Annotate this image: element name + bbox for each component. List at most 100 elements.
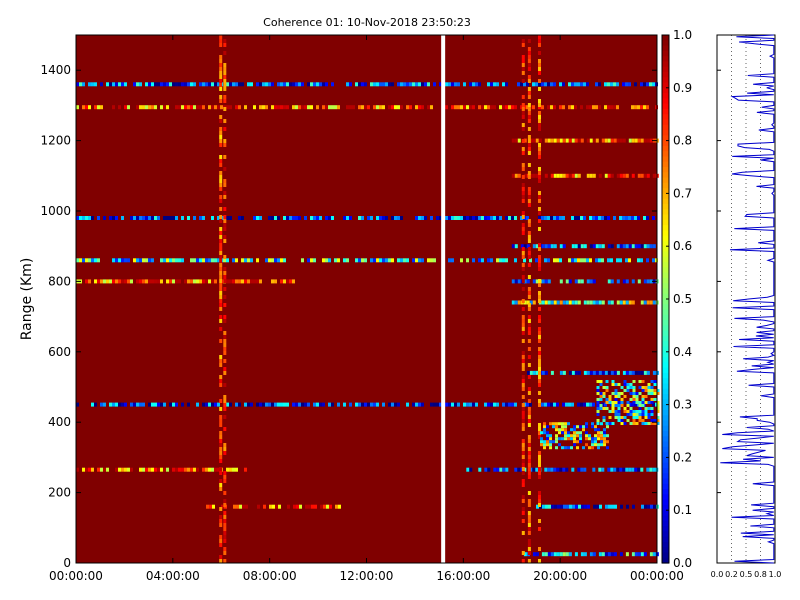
heatmap-cell [521, 375, 525, 379]
heatmap-cell [594, 425, 597, 429]
heatmap-cell [223, 223, 227, 227]
heatmap-cell [521, 183, 525, 187]
heatmap-cell [241, 258, 244, 263]
heatmap-cell [259, 105, 262, 110]
heatmap-cell [505, 467, 509, 472]
heatmap-cell [124, 402, 127, 407]
heatmap-cell [634, 467, 638, 472]
heatmap-cell [538, 43, 541, 47]
heatmap-cell [226, 258, 229, 263]
heatmap-cell [304, 402, 307, 407]
heatmap-cell [334, 258, 337, 263]
heatmap-cell [538, 59, 541, 63]
heatmap-cell [232, 258, 235, 263]
heatmap-cell [373, 402, 376, 407]
heatmap-cell [214, 467, 217, 472]
heatmap-cell [382, 402, 385, 407]
heatmap-cell [496, 402, 499, 407]
heatmap-cell [606, 440, 609, 444]
heatmap-cell [556, 258, 559, 263]
heatmap-cell [268, 258, 271, 263]
heatmap-cell [625, 552, 629, 557]
colorbar-segment [662, 325, 669, 332]
heatmap-cell [631, 244, 635, 249]
heatmap-cell [538, 355, 541, 359]
heatmap-cell [219, 243, 223, 247]
heatmap-cell [219, 327, 223, 331]
heatmap-cell [310, 82, 313, 87]
heatmap-cell [538, 67, 541, 71]
heatmap-cell [647, 386, 651, 389]
heatmap-cell [529, 300, 533, 305]
heatmap-cell [219, 519, 223, 523]
heatmap-cell [166, 82, 169, 87]
heatmap-cell [622, 173, 626, 178]
heatmap-cell [631, 552, 635, 557]
heatmap-cell [223, 395, 227, 399]
heatmap-cell [527, 399, 531, 403]
heatmap-cell [535, 370, 539, 375]
heatmap-cell [451, 216, 454, 220]
heatmap-cell [219, 247, 223, 251]
heatmap-cell [157, 467, 160, 472]
colorbar-segment [662, 66, 669, 73]
heatmap-cell [521, 559, 525, 563]
heatmap-cell [605, 407, 609, 410]
heatmap-cell [599, 407, 603, 410]
heatmap-cell [541, 279, 545, 284]
heatmap-cell [646, 467, 650, 472]
heatmap-cell [583, 216, 586, 220]
heatmap-cell [538, 467, 541, 471]
heatmap-cell [629, 422, 633, 425]
heatmap-cell [597, 428, 600, 432]
heatmap-cell [346, 258, 349, 263]
heatmap-cell [88, 258, 91, 263]
heatmap-cell [521, 151, 525, 155]
heatmap-cell [151, 258, 154, 263]
heatmap-cell [538, 79, 541, 83]
heatmap-cell [647, 407, 651, 410]
heatmap-cell [208, 279, 211, 284]
heatmap-cell [626, 504, 629, 509]
heatmap-cell [454, 82, 457, 87]
heatmap-cell [521, 147, 525, 151]
heatmap-cell [418, 105, 421, 110]
heatmap-cell [538, 39, 541, 43]
heatmap-cell [268, 402, 271, 407]
heatmap-cell [527, 235, 531, 239]
heatmap-cell [169, 402, 172, 407]
heatmap-cell [521, 175, 525, 179]
heatmap-cell [638, 413, 642, 416]
heatmap-cell [647, 389, 651, 392]
heatmap-cell [538, 307, 541, 311]
heatmap-cell [148, 82, 151, 87]
heatmap-cell [151, 279, 154, 284]
heatmap-cell [109, 82, 112, 87]
heatmap-cell [635, 395, 639, 398]
heatmap-cell [94, 82, 97, 87]
heatmap-cell [596, 401, 600, 404]
heatmap-cell [565, 552, 569, 557]
y-tick-label: 800 [48, 274, 71, 288]
heatmap-cell [527, 287, 531, 291]
heatmap-cell [527, 171, 531, 175]
heatmap-cell [544, 173, 548, 178]
heatmap-cell [652, 552, 656, 557]
heatmap-cell [641, 386, 645, 389]
heatmap-cell [558, 431, 561, 435]
heatmap-cell [558, 422, 561, 426]
heatmap-cell [145, 105, 148, 110]
heatmap-cell [219, 227, 223, 231]
heatmap-cell [652, 402, 655, 407]
heatmap-cell [625, 173, 629, 178]
heatmap-cell [223, 235, 227, 239]
heatmap-cell [527, 187, 531, 191]
heatmap-cell [388, 82, 391, 87]
heatmap-cell [538, 87, 541, 91]
heatmap-cell [559, 279, 563, 284]
heatmap-cell [219, 127, 223, 131]
colorbar-segment [662, 98, 669, 105]
heatmap-cell [331, 105, 334, 110]
heatmap-cell [546, 437, 549, 441]
heatmap-cell [620, 386, 624, 389]
